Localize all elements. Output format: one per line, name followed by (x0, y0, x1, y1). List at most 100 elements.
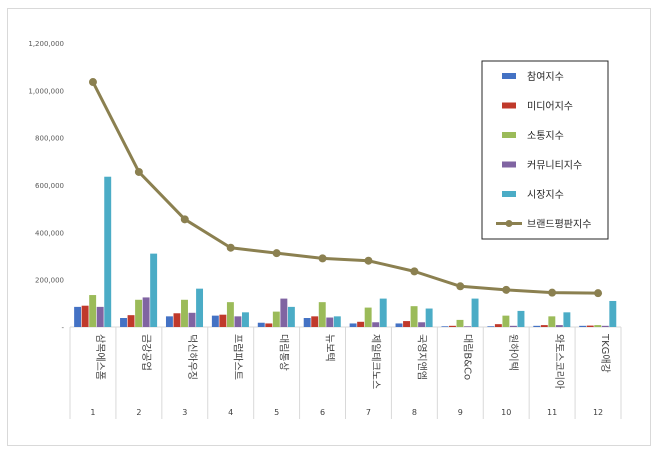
bar (517, 310, 525, 327)
x-tick-label: 대림통상 (278, 334, 290, 371)
x-rank-label: 6 (320, 408, 325, 417)
bar (586, 325, 594, 327)
x-rank-label: 4 (228, 408, 233, 417)
bar (234, 316, 242, 327)
bar (181, 299, 188, 327)
y-tick-label: 1,200,000 (28, 40, 64, 48)
x-tick-label: 와토스코리아 (553, 334, 565, 389)
bar (173, 313, 181, 327)
legend-label: 커뮤니티지수 (527, 160, 582, 172)
bar (188, 312, 196, 327)
bar (257, 322, 265, 327)
bar (533, 325, 541, 327)
line-point (364, 256, 373, 265)
axis-layer: - 200,000 400,000 600,000 800,000 1,000,000 1,… (28, 40, 622, 419)
bar (333, 316, 341, 327)
bar (456, 319, 464, 327)
bar (540, 325, 548, 327)
bar (219, 314, 227, 327)
bar (142, 297, 150, 327)
bar (242, 312, 249, 327)
bar (403, 321, 411, 327)
brand-reputation-chart: - 200,000 400,000 600,000 800,000 1,000,000 1,… (28, 40, 622, 419)
bar (609, 300, 617, 327)
line-point (318, 254, 327, 263)
legend-swatch (502, 102, 516, 109)
bar (441, 326, 449, 327)
x-rank-label: 10 (501, 408, 511, 417)
x-rank-label: 11 (547, 408, 557, 417)
legend-swatch (502, 161, 516, 168)
bar (127, 315, 135, 327)
bar (196, 288, 204, 327)
bar (272, 311, 280, 327)
line-series (91, 81, 599, 295)
bar (150, 253, 158, 327)
bar (563, 312, 571, 327)
legend-swatch-marker (505, 220, 513, 227)
legend-swatch (502, 132, 516, 138)
x-rank-label: 7 (366, 408, 371, 417)
line-point (226, 243, 235, 252)
bar (395, 323, 403, 327)
y-tick-label: - (61, 324, 64, 332)
legend-swatch (502, 73, 516, 79)
x-tick-label: 덕신하우징 (186, 334, 199, 380)
x-tick-label: 대림B&Co (461, 334, 473, 380)
bar (579, 325, 587, 327)
bar (357, 321, 365, 327)
legend-box (481, 60, 609, 240)
line-point (180, 215, 189, 224)
bar (494, 324, 502, 327)
bar (226, 302, 234, 327)
bar (418, 322, 426, 327)
bar (601, 325, 609, 327)
x-rank-label: 2 (136, 408, 141, 417)
bar (379, 298, 387, 327)
bar (303, 318, 311, 327)
x-tick-label: 금강공업 (140, 334, 153, 371)
bar (410, 306, 418, 327)
line-point (272, 249, 281, 258)
y-tick-label: 1,000,000 (28, 87, 64, 95)
x-rank-label: 8 (412, 408, 417, 417)
x-tick-label: 제일테크노스 (369, 334, 381, 389)
bar (89, 295, 97, 327)
bar (120, 318, 127, 327)
legend-label: 미디어지수 (527, 101, 573, 113)
legend-label: 시장지수 (527, 189, 564, 201)
bar (471, 298, 479, 327)
bar (96, 306, 104, 327)
bar (326, 317, 334, 327)
bar (487, 326, 495, 327)
legend-swatch (502, 191, 516, 197)
bar (502, 315, 510, 327)
bar (364, 307, 372, 327)
legend-label: 소통지수 (527, 130, 564, 142)
x-rank-label: 3 (182, 408, 187, 417)
bar (449, 325, 456, 327)
x-rank-label: 9 (458, 408, 463, 417)
line-point (410, 267, 419, 276)
x-tick-label: 원하이텍 (507, 334, 520, 371)
bar (349, 323, 357, 327)
bar (509, 325, 517, 327)
bar (464, 326, 471, 327)
y-tick-label: 600,000 (35, 182, 64, 190)
bar (280, 298, 288, 327)
x-rank-label: 1 (90, 408, 95, 417)
x-tick-label: 국영지앤엠 (415, 334, 427, 380)
y-tick-label: 200,000 (35, 277, 64, 285)
bar (548, 316, 556, 327)
bar (74, 306, 82, 327)
bar (211, 315, 219, 327)
bar (165, 316, 173, 327)
line-layer (88, 78, 603, 298)
x-tick-label: 프럼파스트 (232, 334, 245, 380)
x-rank-label: 5 (274, 408, 279, 417)
line-point (134, 167, 143, 176)
bar (135, 299, 143, 327)
x-tick-label: 뉴보텍 (324, 334, 336, 362)
bar (372, 322, 380, 327)
